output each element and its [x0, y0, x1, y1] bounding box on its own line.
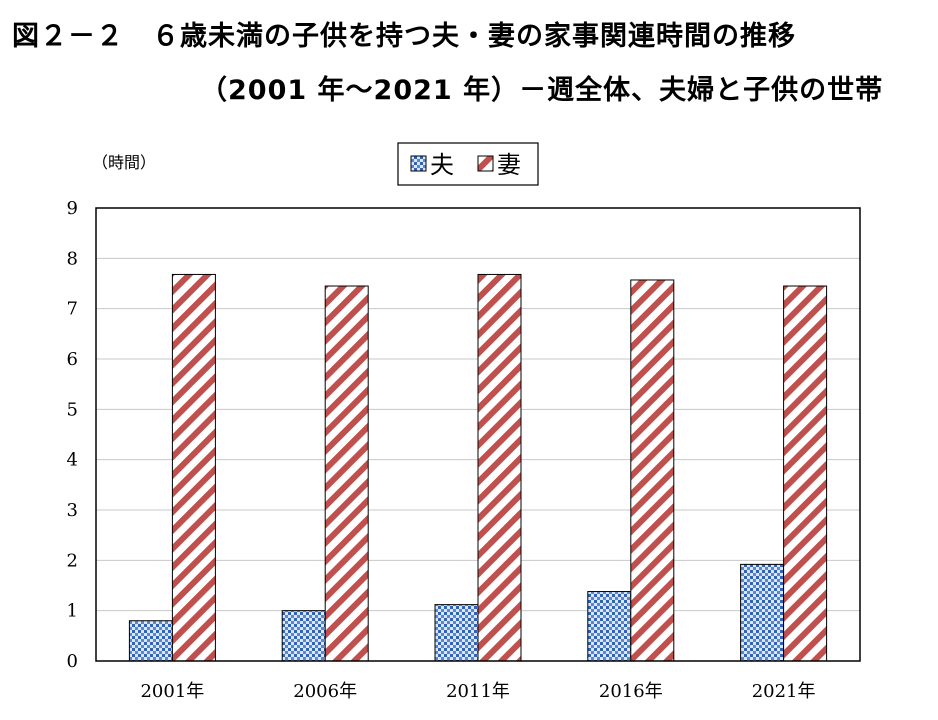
- y-tick-label: 4: [67, 450, 78, 471]
- x-tick-label: 2001年: [140, 681, 204, 702]
- y-tick-label: 8: [67, 248, 78, 269]
- bar-wife-2021年: [783, 285, 828, 662]
- y-tick-label: 0: [67, 651, 78, 672]
- y-tick-label: 2: [67, 550, 78, 571]
- x-tick-label: 2021年: [752, 681, 816, 702]
- legend-label-wife: 妻: [497, 151, 521, 179]
- bar-husband-2021年: [740, 563, 785, 662]
- y-tick-label: 1: [67, 601, 78, 622]
- y-unit-label: （時間）: [92, 153, 156, 172]
- plot-area-frame: [95, 207, 861, 662]
- bar-husband-2016年: [587, 591, 632, 662]
- bars: [128, 273, 828, 662]
- bar-wife-2001年: [171, 273, 216, 662]
- legend-swatch-wife: [477, 155, 494, 172]
- bar-wife-2011年: [477, 273, 522, 662]
- y-tick-label: 5: [67, 399, 78, 420]
- legend-label-husband: 夫: [430, 151, 454, 179]
- chart-title-line1: 図２－２ ６歳未満の子供を持つ夫・妻の家事関連時間の推移: [12, 21, 796, 52]
- y-tick-label: 9: [67, 198, 78, 219]
- legend-swatch-husband: [410, 155, 427, 172]
- y-tick-label: 3: [67, 500, 78, 521]
- bar-wife-2006年: [324, 285, 369, 662]
- bar-husband-2011年: [434, 604, 479, 662]
- legend: 夫 妻: [397, 142, 539, 186]
- y-tick-label: 6: [67, 349, 78, 370]
- x-tick-label: 2016年: [599, 681, 663, 702]
- y-tick-label: 7: [67, 299, 78, 320]
- bar-husband-2006年: [281, 610, 326, 662]
- chart-title-line2: （2001 年～2021 年）－週全体、夫婦と子供の世帯: [200, 75, 884, 106]
- x-tick-label: 2011年: [446, 681, 510, 702]
- x-axis-ticks: 2001年 2006年 2011年 2016年 2021年: [140, 681, 815, 702]
- bar-husband-2001年: [128, 620, 173, 662]
- x-tick-label: 2006年: [293, 681, 357, 702]
- y-axis-ticks: 0 1 2 3 4 5 6 7 8 9: [67, 198, 78, 672]
- bar-wife-2016年: [630, 279, 675, 662]
